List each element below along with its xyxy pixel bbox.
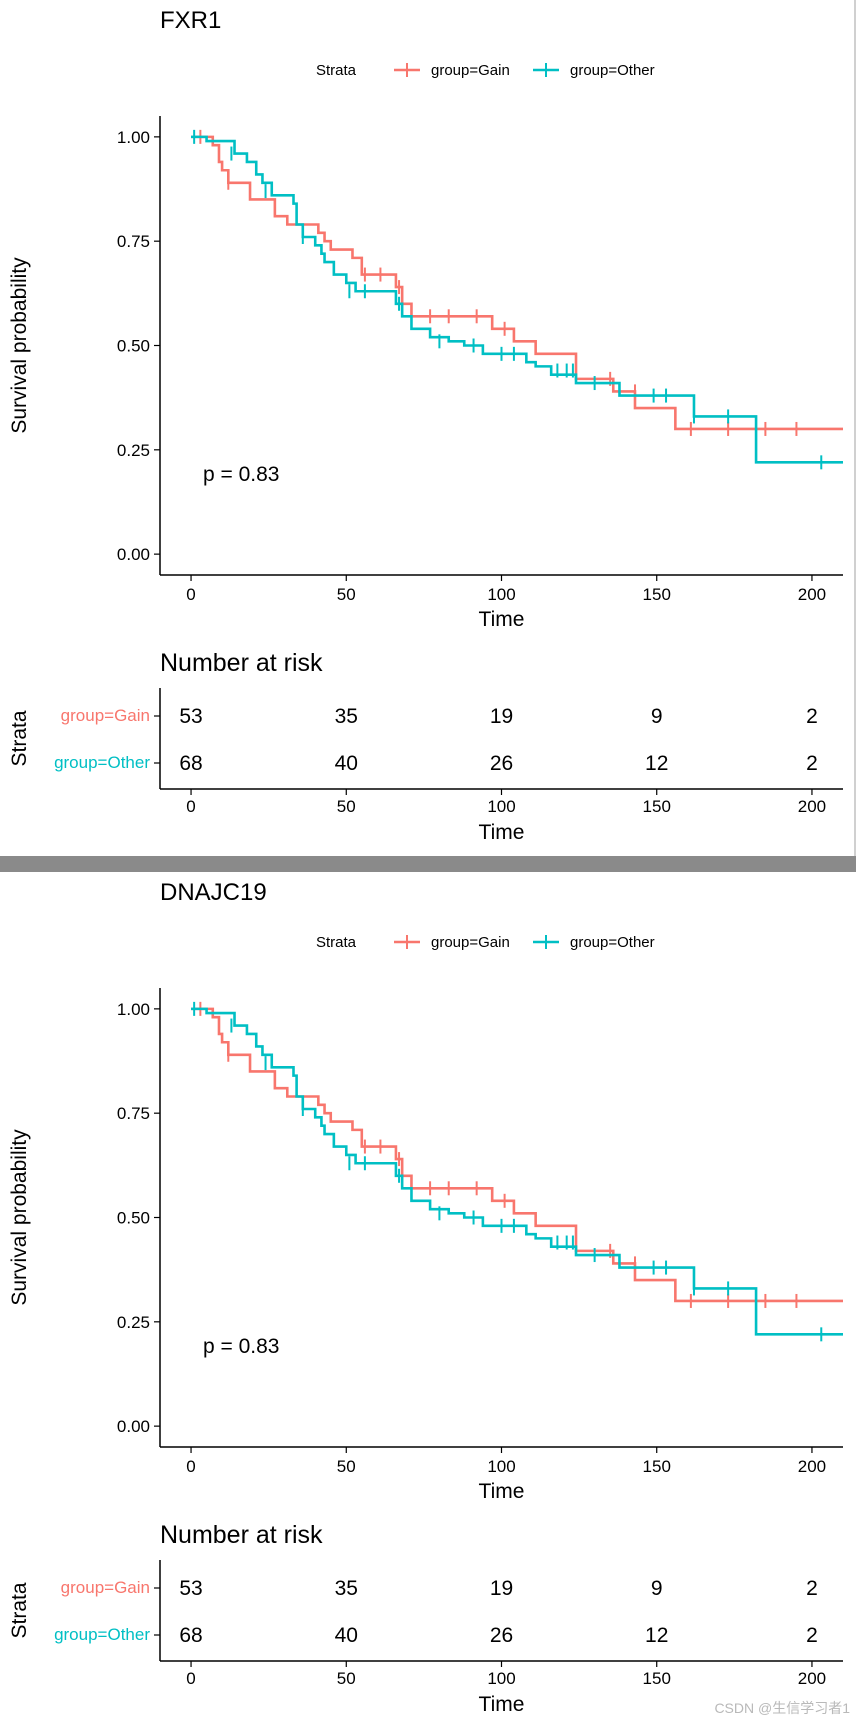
risk-count: 19 bbox=[490, 1577, 513, 1600]
x-tick-label: 100 bbox=[487, 585, 515, 604]
x-tick-label: 200 bbox=[798, 1457, 826, 1476]
watermark: CSDN @生信学习者1 bbox=[714, 1700, 850, 1716]
y-tick-label: 0.75 bbox=[117, 232, 150, 251]
risk-x-tick-label: 100 bbox=[487, 797, 515, 816]
legend-item: group=Other bbox=[533, 62, 655, 79]
risk-count: 26 bbox=[490, 1624, 513, 1647]
x-tick-label: 150 bbox=[643, 585, 671, 604]
risk-count: 2 bbox=[806, 1624, 818, 1647]
risk-count: 2 bbox=[806, 1577, 818, 1600]
y-axis-label: Survival probability bbox=[8, 257, 31, 434]
km-panel-fxr1: FXR1 Strata group=Gain group=Other 0.00 0.25 0… bbox=[0, 0, 856, 856]
y-tick-label: 0.25 bbox=[117, 1313, 150, 1332]
x-axis-label: Time bbox=[479, 1480, 525, 1503]
p-value-annotation: p = 0.83 bbox=[203, 463, 279, 486]
legend-title: Strata bbox=[316, 62, 357, 79]
risk-row-label: group=Gain bbox=[61, 706, 150, 725]
km-chart-dnajc19: DNAJC19 Strata group=Gain group=Other 0.00 0.… bbox=[8, 879, 843, 1716]
survival-curve-other bbox=[191, 1007, 843, 1336]
risk-x-tick-label: 200 bbox=[798, 797, 826, 816]
y-tick-label: 0.00 bbox=[117, 545, 150, 564]
km-panel-dnajc19: DNAJC19 Strata group=Gain group=Other 0.00 0.… bbox=[0, 872, 856, 1728]
risk-count: 40 bbox=[335, 1624, 358, 1647]
x-tick-label: 0 bbox=[186, 1457, 195, 1476]
risk-x-axis-label: Time bbox=[479, 821, 525, 844]
risk-x-tick-label: 150 bbox=[643, 797, 671, 816]
km-chart-fxr1: FXR1 Strata group=Gain group=Other 0.00 0.25 0… bbox=[8, 7, 843, 844]
risk-row-label: group=Other bbox=[54, 753, 150, 772]
risk-x-tick-label: 0 bbox=[186, 1669, 195, 1688]
x-tick-label: 50 bbox=[337, 585, 356, 604]
risk-count: 68 bbox=[179, 752, 202, 775]
risk-count: 9 bbox=[651, 1577, 663, 1600]
risk-count: 26 bbox=[490, 752, 513, 775]
risk-table-title: Number at risk bbox=[160, 649, 323, 677]
survival-curve-gain bbox=[191, 1007, 843, 1303]
risk-x-tick-label: 0 bbox=[186, 797, 195, 816]
legend-label: group=Gain bbox=[431, 62, 510, 79]
p-value-annotation: p = 0.83 bbox=[203, 1335, 279, 1358]
y-tick-label: 0.50 bbox=[117, 337, 150, 356]
risk-count: 35 bbox=[335, 705, 358, 728]
x-tick-label: 50 bbox=[337, 1457, 356, 1476]
risk-row-label: group=Other bbox=[54, 1625, 150, 1644]
y-tick-label: 0.25 bbox=[117, 441, 150, 460]
x-tick-label: 0 bbox=[186, 585, 195, 604]
y-tick-label: 0.75 bbox=[117, 1104, 150, 1123]
risk-table-title: Number at risk bbox=[160, 1521, 323, 1549]
y-tick-label: 0.50 bbox=[117, 1209, 150, 1228]
risk-count: 9 bbox=[651, 705, 663, 728]
y-tick-label: 1.00 bbox=[117, 1000, 150, 1019]
legend-label: group=Gain bbox=[431, 934, 510, 951]
risk-x-tick-label: 150 bbox=[643, 1669, 671, 1688]
legend-item: group=Gain bbox=[394, 62, 510, 79]
y-axis-label: Survival probability bbox=[8, 1129, 31, 1306]
legend-title: Strata bbox=[316, 934, 357, 951]
legend-label: group=Other bbox=[570, 62, 655, 79]
risk-count: 2 bbox=[806, 752, 818, 775]
risk-count: 19 bbox=[490, 705, 513, 728]
risk-x-tick-label: 200 bbox=[798, 1669, 826, 1688]
risk-count: 12 bbox=[645, 752, 668, 775]
x-tick-label: 150 bbox=[643, 1457, 671, 1476]
risk-count: 2 bbox=[806, 705, 818, 728]
y-tick-label: 1.00 bbox=[117, 128, 150, 147]
risk-y-axis-label: Strata bbox=[8, 1582, 31, 1638]
survival-curve-gain bbox=[191, 135, 843, 431]
risk-count: 40 bbox=[335, 752, 358, 775]
risk-count: 68 bbox=[179, 1624, 202, 1647]
y-tick-label: 0.00 bbox=[117, 1417, 150, 1436]
legend-item: group=Other bbox=[533, 934, 655, 951]
risk-count: 35 bbox=[335, 1577, 358, 1600]
chart-title: DNAJC19 bbox=[160, 879, 267, 906]
panel-divider bbox=[0, 856, 856, 872]
risk-x-axis-label: Time bbox=[479, 1693, 525, 1716]
risk-count: 53 bbox=[179, 1577, 202, 1600]
risk-y-axis-label: Strata bbox=[8, 710, 31, 766]
chart-title: FXR1 bbox=[160, 7, 221, 34]
x-tick-label: 100 bbox=[487, 1457, 515, 1476]
risk-x-tick-label: 100 bbox=[487, 1669, 515, 1688]
survival-curve-other bbox=[191, 135, 843, 464]
legend-label: group=Other bbox=[570, 934, 655, 951]
risk-x-tick-label: 50 bbox=[337, 1669, 356, 1688]
risk-count: 12 bbox=[645, 1624, 668, 1647]
risk-row-label: group=Gain bbox=[61, 1578, 150, 1597]
risk-count: 53 bbox=[179, 705, 202, 728]
x-axis-label: Time bbox=[479, 608, 525, 631]
legend-item: group=Gain bbox=[394, 934, 510, 951]
risk-x-tick-label: 50 bbox=[337, 797, 356, 816]
panel-border bbox=[854, 0, 856, 856]
x-tick-label: 200 bbox=[798, 585, 826, 604]
